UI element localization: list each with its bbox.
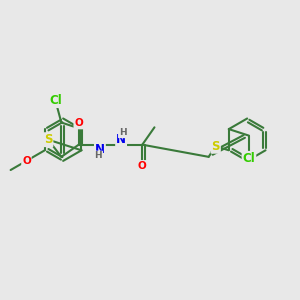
Text: H: H [94, 152, 102, 160]
Text: O: O [138, 161, 147, 171]
Text: N: N [95, 142, 105, 156]
Text: N: N [116, 133, 126, 146]
Text: H: H [119, 128, 126, 137]
Text: S: S [44, 133, 52, 146]
Text: Cl: Cl [50, 94, 62, 107]
Text: Cl: Cl [243, 152, 255, 165]
Text: O: O [74, 118, 83, 128]
Text: S: S [212, 140, 220, 153]
Text: O: O [22, 156, 31, 166]
